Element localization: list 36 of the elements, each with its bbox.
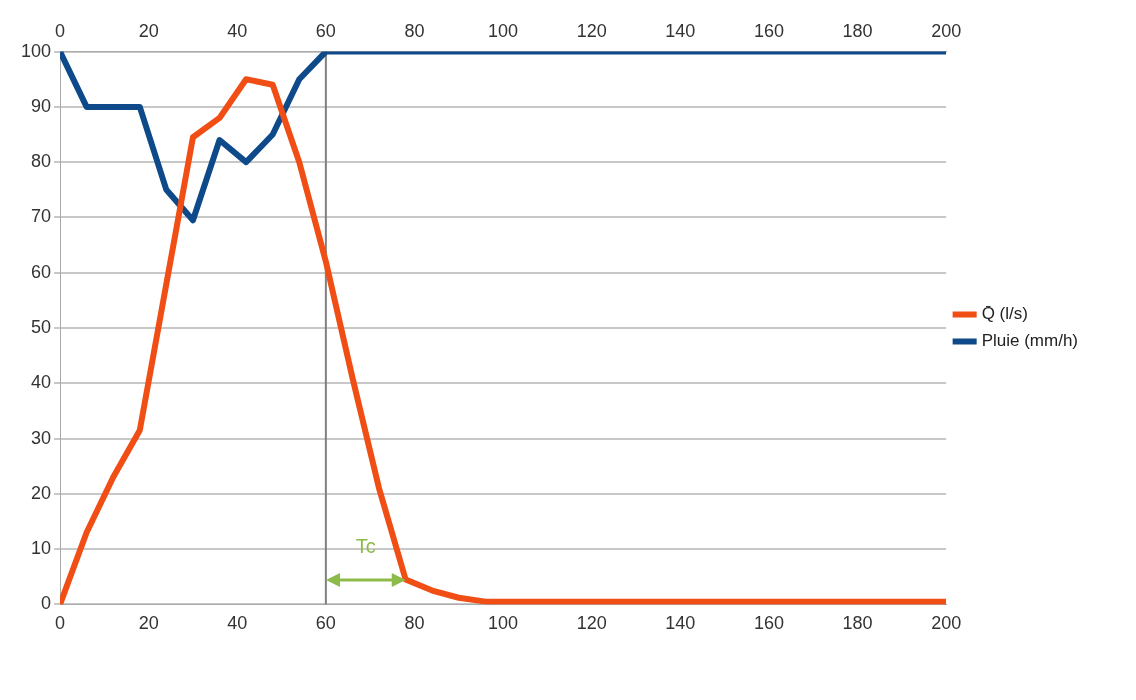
y-tick-label: 100 [20, 40, 52, 61]
x-tick-label: 60 [315, 613, 336, 634]
legend-label: Pluie (mm/h) [981, 331, 1079, 351]
y-tick-label: 90 [31, 95, 52, 116]
y-tick-label: 0 [41, 593, 52, 614]
x2-tick-label: 20 [138, 20, 159, 41]
x-tick-label: 40 [227, 613, 248, 634]
x2-tick-label: 100 [488, 20, 519, 41]
x2-tick-label: 60 [315, 20, 336, 41]
x-tick-label: 0 [55, 613, 66, 634]
legend-label: Q̄ (l/s) [981, 304, 1028, 324]
x2-tick-label: 0 [55, 20, 66, 41]
y-tick-label: 30 [31, 427, 52, 448]
x2-tick-label: 200 [931, 20, 962, 41]
x-tick-label: 160 [753, 613, 784, 634]
x2-tick-label: 80 [404, 20, 425, 41]
y-tick-label: 60 [31, 261, 52, 282]
x-tick-label: 80 [404, 613, 425, 634]
y-tick-label: 70 [31, 206, 52, 227]
x-tick-label: 120 [576, 613, 607, 634]
x2-tick-label: 120 [576, 20, 607, 41]
x-tick-label: 100 [488, 613, 519, 634]
x-tick-label: 140 [665, 613, 696, 634]
y-tick-label: 10 [31, 538, 52, 559]
y-tick-label: 80 [31, 151, 52, 172]
annotation: Tc [355, 535, 376, 558]
x2-tick-label: 180 [842, 20, 873, 41]
x2-tick-label: 140 [665, 20, 696, 41]
x-tick-label: 20 [138, 613, 159, 634]
y-tick-label: 20 [31, 482, 52, 503]
x-tick-label: 180 [842, 613, 873, 634]
x2-tick-label: 160 [753, 20, 784, 41]
y-tick-label: 40 [31, 372, 52, 393]
y-tick-label: 50 [31, 316, 52, 337]
x2-tick-label: 40 [227, 20, 248, 41]
x-tick-label: 200 [931, 613, 962, 634]
